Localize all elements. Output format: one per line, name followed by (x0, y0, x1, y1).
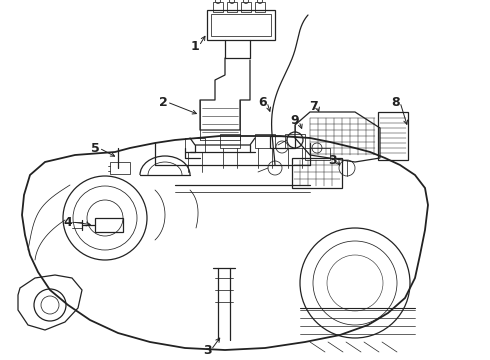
Bar (220, 134, 240, 148)
Text: 3: 3 (328, 153, 336, 166)
Text: 1: 1 (191, 40, 199, 53)
Bar (378, 112, 408, 160)
Text: 5: 5 (91, 141, 99, 154)
Bar (110, 162, 130, 174)
Text: 8: 8 (392, 95, 400, 108)
Bar (213, 2, 223, 12)
Text: 9: 9 (291, 114, 299, 127)
Bar (255, 134, 275, 148)
Bar (227, 2, 237, 12)
Bar (185, 138, 205, 152)
Bar (285, 134, 305, 148)
Bar (207, 10, 275, 40)
Bar (255, 2, 265, 12)
Text: 4: 4 (64, 216, 73, 229)
Text: 6: 6 (259, 95, 268, 108)
Bar (241, 2, 251, 12)
Text: 3: 3 (203, 343, 211, 356)
Bar (211, 14, 271, 36)
Bar (305, 148, 330, 160)
Bar (95, 218, 123, 232)
Text: 7: 7 (309, 99, 318, 112)
Text: 2: 2 (159, 95, 168, 108)
Bar (292, 158, 342, 188)
Bar (270, 136, 295, 148)
